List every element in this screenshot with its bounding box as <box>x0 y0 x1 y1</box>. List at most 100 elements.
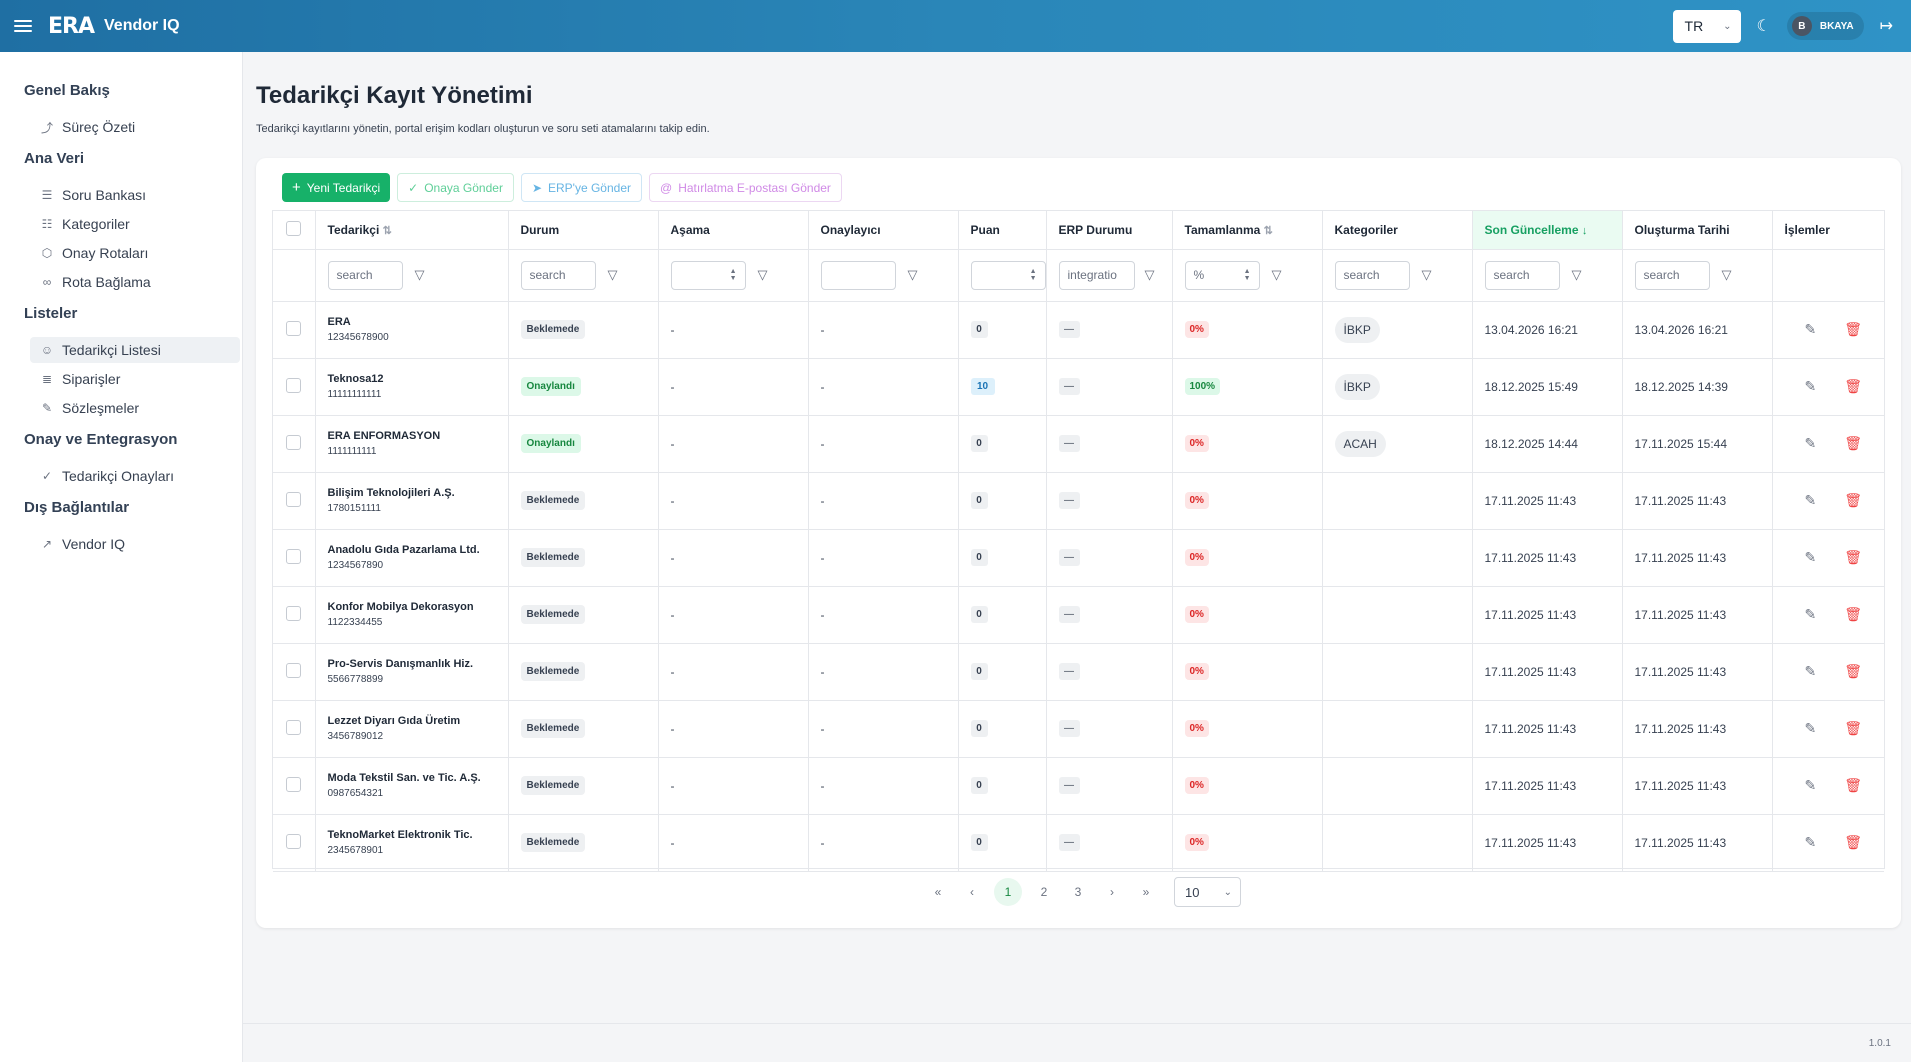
sidebar-item[interactable]: ∞ Rota Bağlama <box>30 269 240 295</box>
trash-icon[interactable]: 🗑 <box>1844 435 1863 451</box>
per-page-select[interactable]: 10 ⌄ <box>1174 877 1241 907</box>
erp-search-input[interactable]: integratio <box>1058 260 1135 290</box>
approver-input[interactable] <box>820 260 896 290</box>
trash-icon[interactable]: 🗑 <box>1844 549 1863 565</box>
first-page-button[interactable]: « <box>934 885 942 899</box>
table-row[interactable]: Teknosa12 11111111111 Onaylandı - - 10 —… <box>273 358 1884 416</box>
select-all-checkbox[interactable] <box>286 220 302 236</box>
new-supplier-button[interactable]: + Yeni Tedarikçi <box>282 173 391 202</box>
stepper-icon[interactable]: ▲ ▼ <box>1029 268 1037 282</box>
sidebar-item[interactable]: ☷ Kategoriler <box>30 211 240 237</box>
edit-icon[interactable]: ✎ <box>1804 663 1817 679</box>
trash-icon[interactable]: 🗑 <box>1844 378 1863 394</box>
next-page-button[interactable]: › <box>1110 885 1114 899</box>
sidebar-item[interactable]: ✓ Tedarikçi Onayları <box>30 463 240 489</box>
table-row[interactable]: ERA ENFORMASYON 1111111111 Onaylandı - -… <box>273 415 1884 473</box>
score-cell: 0 <box>958 586 1047 644</box>
table-row[interactable]: Bilişim Teknolojileri A.Ş. 1780151111 Be… <box>273 472 1884 530</box>
trash-icon[interactable]: 🗑 <box>1844 834 1863 850</box>
trash-icon[interactable]: 🗑 <box>1844 777 1863 793</box>
edit-icon[interactable]: ✎ <box>1804 720 1817 736</box>
page-button-3[interactable]: 3 <box>1074 885 1082 899</box>
table-row[interactable]: Konfor Mobilya Dekorasyon 1122334455 Bek… <box>273 586 1884 644</box>
edit-icon[interactable]: ✎ <box>1804 435 1817 451</box>
prev-page-button[interactable]: ‹ <box>970 885 974 899</box>
completion-number-input[interactable]: % ▲ ▼ <box>1184 260 1260 290</box>
updated-search-input[interactable]: search <box>1484 260 1560 290</box>
row-checkbox[interactable] <box>286 833 302 849</box>
page-button-2[interactable]: 2 <box>1040 885 1048 899</box>
reminder-email-button[interactable]: @ Hatırlatma E-postası Gönder <box>649 173 842 202</box>
stepper-icon[interactable]: ▲ ▼ <box>1243 268 1251 282</box>
sidebar-item[interactable]: ≣ Siparişler <box>30 366 240 392</box>
filter-icon[interactable]: ▽ <box>607 267 618 282</box>
edit-icon[interactable]: ✎ <box>1804 606 1817 622</box>
row-checkbox[interactable] <box>286 776 302 792</box>
edit-icon[interactable]: ✎ <box>1804 777 1817 793</box>
page-subtitle: Tedarikçi kayıtlarını yönetin, portal er… <box>256 123 710 135</box>
stage-number-input[interactable]: ▲ ▼ <box>670 260 746 290</box>
filter-icon[interactable]: ▽ <box>907 267 918 282</box>
score-number-input[interactable]: ▲ ▼ <box>970 260 1046 290</box>
row-checkbox[interactable] <box>286 491 302 507</box>
page-button-1[interactable]: 1 <box>994 878 1022 906</box>
sidebar-item[interactable]: ✎ Sözleşmeler <box>30 395 240 421</box>
filter-icon[interactable]: ▽ <box>414 267 425 282</box>
send-erp-button[interactable]: ➤ ERP'ye Gönder <box>520 173 642 202</box>
edit-icon[interactable]: ✎ <box>1804 549 1817 565</box>
erp-badge: — <box>1058 606 1080 623</box>
language-select[interactable]: TR ⌄ <box>1672 9 1741 43</box>
sidebar-item[interactable]: ☺ Tedarikçi Listesi <box>30 337 240 363</box>
filter-icon[interactable]: ▽ <box>1271 267 1282 282</box>
filter-icon[interactable]: ▽ <box>1144 267 1155 282</box>
filter-icon[interactable]: ▽ <box>1721 267 1732 282</box>
edit-icon[interactable]: ✎ <box>1804 321 1817 337</box>
trash-icon[interactable]: 🗑 <box>1844 720 1863 736</box>
col-completion[interactable]: Tamamlanma ⇅ <box>1172 211 1323 250</box>
avatar: B <box>1791 16 1812 36</box>
edit-icon[interactable]: ✎ <box>1804 378 1817 394</box>
trash-icon[interactable]: 🗑 <box>1844 606 1863 622</box>
moon-icon[interactable]: ☾ <box>1756 18 1771 35</box>
user-menu[interactable]: B BKAYA <box>1786 12 1864 40</box>
row-checkbox[interactable] <box>286 662 302 678</box>
table-row[interactable]: TeknoMarket Elektronik Tic. 2345678901 B… <box>273 814 1884 872</box>
table-row[interactable]: Moda Tekstil San. ve Tic. A.Ş. 098765432… <box>273 757 1884 815</box>
score-badge: 10 <box>970 378 995 395</box>
sidebar-item[interactable]: ⬡ Onay Rotaları <box>30 240 240 266</box>
table-row[interactable]: Pro-Servis Danışmanlık Hiz. 5566778899 B… <box>273 643 1884 701</box>
sidebar-item[interactable]: ⤴ Süreç Özeti <box>30 114 240 140</box>
score-cell: 0 <box>958 757 1047 815</box>
row-checkbox[interactable] <box>286 377 302 393</box>
trash-icon[interactable]: 🗑 <box>1844 321 1863 337</box>
sidebar-item[interactable]: ☰ Soru Bankası <box>30 182 240 208</box>
trash-icon[interactable]: 🗑 <box>1844 492 1863 508</box>
table-row[interactable]: Anadolu Gıda Pazarlama Ltd. 1234567890 B… <box>273 529 1884 587</box>
edit-icon[interactable]: ✎ <box>1804 492 1817 508</box>
send-approval-button[interactable]: ✓ Onaya Gönder <box>397 173 514 202</box>
row-checkbox[interactable] <box>286 548 302 564</box>
categories-search-input[interactable]: search <box>1334 260 1410 290</box>
row-checkbox[interactable] <box>286 434 302 450</box>
status-search-input[interactable]: search <box>520 260 596 290</box>
last-page-button[interactable]: » <box>1142 885 1150 899</box>
trash-icon[interactable]: 🗑 <box>1844 663 1863 679</box>
sidebar-item[interactable]: ↗ Vendor IQ <box>30 531 240 557</box>
row-checkbox[interactable] <box>286 320 302 336</box>
created-search-input[interactable]: search <box>1634 260 1710 290</box>
stepper-icon[interactable]: ▲ ▼ <box>729 268 737 282</box>
table-row[interactable]: Lezzet Diyarı Gıda Üretim 3456789012 Bek… <box>273 700 1884 758</box>
table-row[interactable]: ERA 12345678900 Beklemede - - 0 — 0% İBK… <box>273 301 1884 359</box>
col-updated[interactable]: Son Güncelleme ↓ <box>1472 211 1623 250</box>
filter-icon[interactable]: ▽ <box>1421 267 1432 282</box>
supplier-search-input[interactable]: search <box>327 260 403 290</box>
filter-icon[interactable]: ▽ <box>757 267 768 282</box>
row-checkbox[interactable] <box>286 719 302 735</box>
filter-icon[interactable]: ▽ <box>1571 267 1582 282</box>
row-checkbox[interactable] <box>286 605 302 621</box>
edit-icon[interactable]: ✎ <box>1804 834 1817 850</box>
logout-icon[interactable]: ↦ <box>1879 18 1893 35</box>
menu-icon[interactable] <box>14 20 32 32</box>
status-cell: Beklemede <box>508 472 659 530</box>
col-supplier[interactable]: Tedarikçi ⇅ <box>315 211 509 250</box>
